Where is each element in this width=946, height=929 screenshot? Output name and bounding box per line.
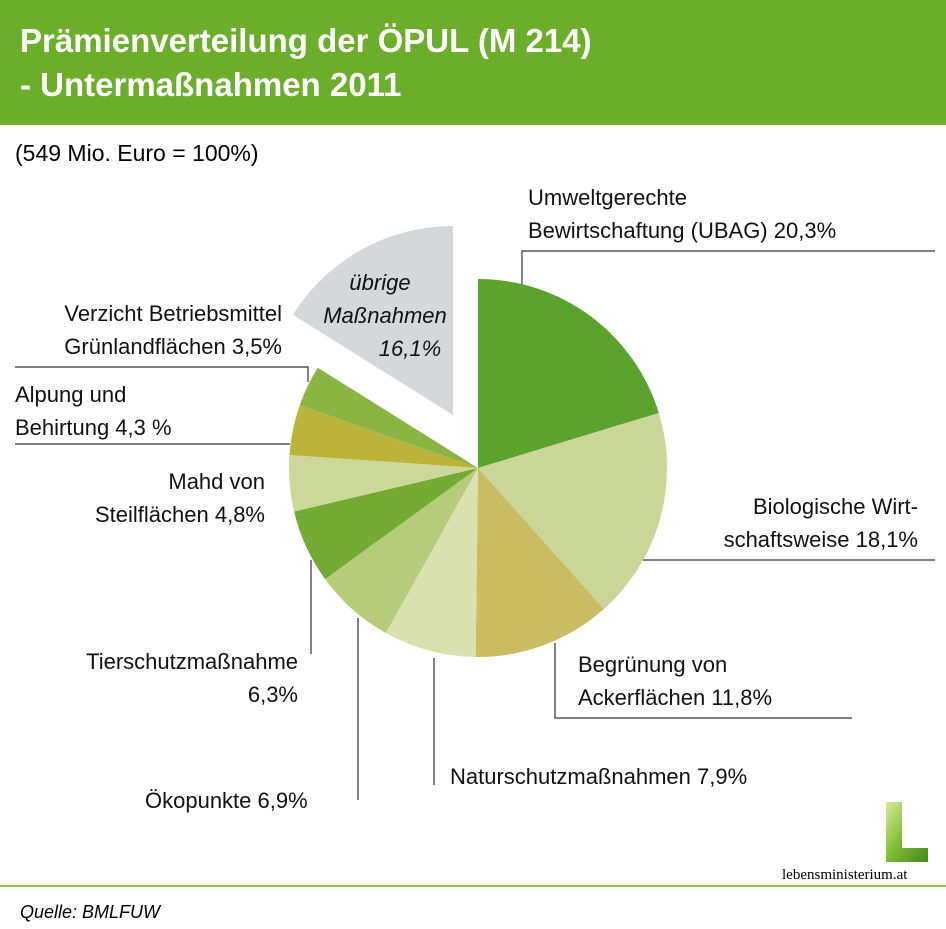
label-mahd: Mahd von Steilflächen 4,8% [95, 469, 265, 527]
chart-title-line2: - Untermaßnahmen 2011 [20, 66, 402, 103]
lebensministerium-logo-icon [886, 802, 928, 862]
footer-divider [0, 885, 946, 887]
pie-slice-5 [325, 468, 478, 634]
leader-line-begruenung [554, 643, 852, 719]
leader-line-ubag [521, 250, 935, 284]
label-tierschutz: Tierschutzmaßnahme 6,3% [86, 649, 298, 707]
label-ubag: Umweltgerechte Bewirtschaftung (UBAG) 20,… [528, 185, 837, 243]
label-uebrige: übrige Maßnahmen 16,1% [323, 270, 447, 361]
title-bar: Prämienverteilung der ÖPUL (M 214) - Unt… [0, 0, 946, 125]
pie-slice-9 [299, 367, 478, 468]
pie-slice-2 [478, 412, 667, 609]
pie-slice-3 [475, 468, 604, 657]
chart-subtitle: (549 Mio. Euro = 100%) [15, 140, 259, 166]
leader-line-verzicht [15, 366, 309, 382]
pie-slice-1 [478, 279, 659, 468]
pie-slice-10 [292, 226, 453, 415]
chart-title-line1: Prämienverteilung der ÖPUL (M 214) [20, 22, 592, 59]
label-verzicht: Verzicht Betriebsmittel Grünlandflächen 3… [64, 301, 282, 359]
pie-slice-8 [289, 405, 478, 468]
label-bio: Biologische Wirt-schaftsweise 18,1% [723, 494, 918, 552]
label-alpung: Alpung und Behirtung 4,3 % [15, 382, 172, 440]
pie-slice-4 [385, 468, 478, 657]
source-note: Quelle: BMLFUW [20, 902, 161, 922]
pie-slice-6 [294, 468, 478, 580]
leader-lines [15, 250, 935, 800]
label-begruenung: Begrünung von Ackerflächen 11,8% [578, 652, 773, 710]
label-natur: Naturschutzmaßnahmen 7,9% [450, 764, 748, 789]
logo-text: lebensministerium.at [782, 867, 908, 883]
pie-slice-7 [288, 454, 478, 512]
label-oeko: Ökopunkte 6,9% [145, 788, 308, 813]
